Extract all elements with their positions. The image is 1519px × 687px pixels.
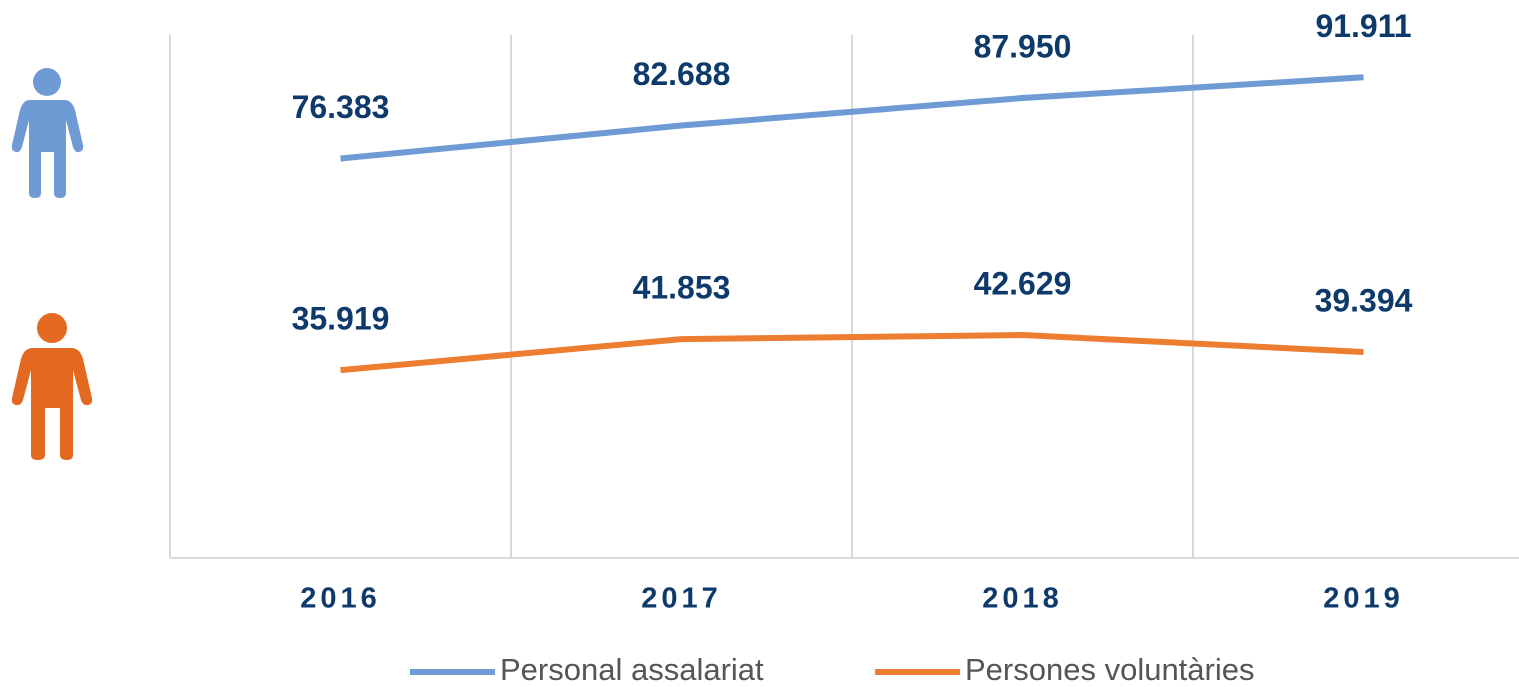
data-label: 39.394 bbox=[1315, 282, 1413, 318]
data-label: 76.383 bbox=[292, 89, 390, 125]
data-label: 35.919 bbox=[292, 301, 390, 337]
data-label: 41.853 bbox=[633, 270, 731, 306]
data-label: 91.911 bbox=[1315, 8, 1411, 44]
x-tick-label: 2018 bbox=[982, 583, 1063, 615]
x-tick-label: 2016 bbox=[300, 583, 381, 615]
person-icon-orange bbox=[11, 313, 93, 460]
data-label: 82.688 bbox=[633, 56, 731, 92]
x-tick-label: 2017 bbox=[641, 583, 722, 615]
legend-label: Persones voluntàries bbox=[965, 652, 1255, 687]
legend-label: Personal assalariat bbox=[500, 652, 764, 687]
person-icon-blue bbox=[11, 68, 84, 198]
data-label: 42.629 bbox=[974, 266, 1072, 302]
x-tick-label: 2019 bbox=[1323, 583, 1404, 615]
data-label: 87.950 bbox=[974, 28, 1072, 64]
series-line bbox=[340, 332, 1364, 374]
series-line bbox=[340, 74, 1364, 162]
